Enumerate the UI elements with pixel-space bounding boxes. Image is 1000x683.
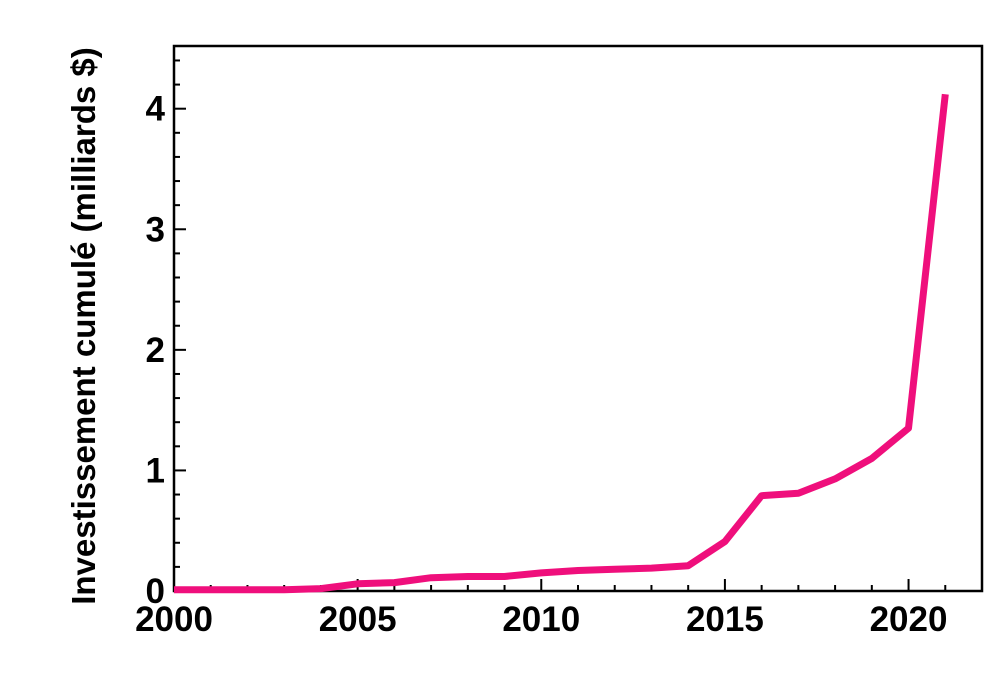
x-tick-label: 2005 <box>319 600 397 639</box>
y-tick-label: 2 <box>146 331 165 370</box>
data-line <box>174 93 949 594</box>
plot-frame <box>172 44 984 593</box>
x-tick-label: 2010 <box>502 600 580 639</box>
y-tick-label: 3 <box>146 210 165 249</box>
y-tick-label: 0 <box>146 572 165 611</box>
y-tick-label: 1 <box>146 451 165 490</box>
x-tick-label: 2000 <box>135 600 213 639</box>
x-tick-label: 2015 <box>686 600 764 639</box>
y-tick-label: 4 <box>146 90 166 129</box>
x-tick-label: 2020 <box>870 600 948 639</box>
